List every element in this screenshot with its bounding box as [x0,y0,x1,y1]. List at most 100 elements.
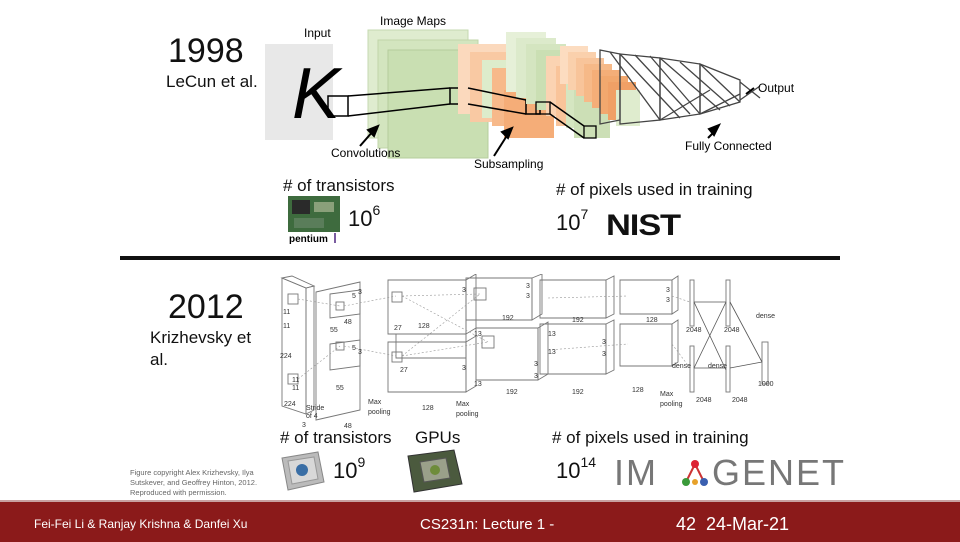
lenet-projection-lines [347,87,585,139]
alexnet-input-block [281,277,307,415]
nist-logo: NIST [606,209,681,242]
svg-text:11: 11 [283,309,290,316]
imagenet-logo-mark [682,460,708,486]
svg-text:192: 192 [572,389,584,396]
svg-text:48: 48 [344,423,352,430]
footer-date: 24-Mar-21 [706,514,790,534]
svg-text:3: 3 [666,297,670,304]
svg-text:Max: Max [368,399,382,406]
svg-text:3: 3 [302,422,306,429]
section-divider [120,256,840,260]
lenet-transistors-value: 106 [348,202,381,231]
pentium-chip-image: pentium [288,196,340,245]
svg-text:11: 11 [283,323,290,330]
svg-text:224: 224 [284,401,296,408]
alexnet-connections [297,293,691,380]
alexnet-conv4-block [539,279,607,319]
imagenet-logo-right: GENET [712,452,847,493]
lenet-fully-connected-label: Fully Connected [685,139,772,153]
svg-text:1000: 1000 [758,381,774,388]
svg-text:128: 128 [632,387,644,394]
svg-text:55: 55 [336,385,344,392]
svg-text:3: 3 [358,289,362,296]
svg-text:dense: dense [756,313,775,320]
svg-text:pooling: pooling [368,409,391,416]
alexnet-fc1-block [689,279,695,327]
alexnet-dimension-labels: 11 11 224 224 11 11 Stride of 4 3 55 55 … [280,283,775,430]
lenet-imagemaps-label: Image Maps [380,14,446,28]
slide-footer: Fei-Fei Li & Ranjay Krishna & Danfei Xu … [0,500,960,542]
svg-text:55: 55 [330,327,338,334]
svg-text:48: 48 [344,319,352,326]
lenet-transistors-label: # of transistors [283,176,395,195]
svg-text:5: 5 [352,345,356,352]
svg-text:Max: Max [456,401,470,408]
svg-text:3: 3 [602,339,606,346]
alexnet-year: 2012 [168,288,244,326]
svg-text:3: 3 [462,287,466,294]
svg-text:13: 13 [548,331,556,338]
svg-text:3: 3 [526,283,530,290]
svg-text:dense: dense [708,363,727,370]
alexnet-transistors-value: 109 [333,454,366,483]
alexnet-gpus-label: GPUs [415,428,461,447]
svg-text:2048: 2048 [686,327,702,334]
alexnet-authors-line1: Krizhevsky et [150,328,252,347]
svg-text:3: 3 [534,361,538,368]
alexnet-conv1-block [315,281,361,421]
svg-text:3: 3 [534,373,538,380]
svg-text:11: 11 [292,385,299,392]
svg-text:3: 3 [526,293,530,300]
intel-cpu-image [278,450,326,497]
svg-text:27: 27 [400,367,408,374]
lenet-subsampling-label: Subsampling [474,157,543,171]
svg-text:128: 128 [418,323,430,330]
svg-text:Max: Max [660,391,674,398]
lenet-input-receptive-field [327,95,349,117]
svg-text:224: 224 [280,353,292,360]
svg-text:13: 13 [474,381,482,388]
footer-course: CS231n: Lecture 1 - [420,516,555,533]
lenet-sub2-maps [560,46,640,126]
svg-text:128: 128 [422,405,434,412]
svg-text:192: 192 [506,389,518,396]
alexnet-pixels-value: 1014 [556,454,597,483]
lenet-convolutions-label: Convolutions [331,146,400,160]
footer-page-number: 42 [676,514,697,534]
pentium-logo-text: pentium [289,234,328,244]
svg-text:2048: 2048 [696,397,712,404]
svg-text:11: 11 [292,377,299,384]
lenet-sub2-receptive-field [583,125,597,139]
alexnet-fc2-block [725,279,731,327]
svg-text:3: 3 [358,349,362,356]
svg-text:2048: 2048 [724,327,740,334]
figure-credit: Figure copyright Alex Krizhevsky, Ilya S… [130,468,258,497]
lenet-input-label: Input [304,26,331,40]
lenet-input-image [265,44,333,140]
imagenet-logo-left: IM [614,452,658,493]
svg-text:13: 13 [474,331,482,338]
svg-text:27: 27 [394,325,402,332]
svg-text:of 4: of 4 [306,413,318,420]
alexnet-dense-crossings [693,301,763,371]
footer-authors: Fei-Fei Li & Ranjay Krishna & Danfei Xu [34,517,248,531]
lenet-pixels-label: # of pixels used in training [556,180,753,199]
lenet-pixels-value: 107 [556,206,589,235]
svg-text:13: 13 [548,349,556,356]
alexnet-transistors-label: # of transistors [280,428,392,447]
imagenet-logo: IM GENET [614,452,844,493]
svg-text:3: 3 [666,287,670,294]
gpu-chip-image [402,448,466,499]
svg-text:pooling: pooling [660,401,683,408]
lenet-diagram: K [265,14,795,171]
svg-text:2048: 2048 [732,397,748,404]
alexnet-conv5-block [619,279,673,315]
lenet-conv2-receptive-field [535,101,551,115]
svg-text:3: 3 [602,351,606,358]
lenet-input-glyph: K [292,54,343,134]
alexnet-layers [280,274,769,421]
alexnet-diagram: 11 11 224 224 11 11 Stride of 4 3 55 55 … [280,274,775,430]
svg-text:pooling: pooling [456,411,479,418]
lenet-year: 1998 [168,32,244,70]
svg-text:192: 192 [572,317,584,324]
